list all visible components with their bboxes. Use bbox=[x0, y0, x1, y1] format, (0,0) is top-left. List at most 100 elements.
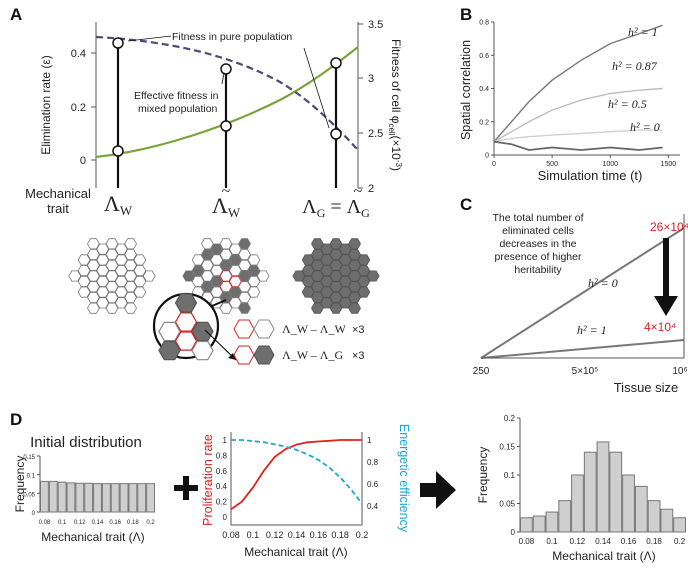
hex-cell bbox=[348, 291, 361, 304]
annotation-pointer bbox=[221, 72, 225, 85]
histogram-bar bbox=[84, 482, 94, 513]
hex-cell bbox=[247, 265, 261, 277]
hex-cell bbox=[301, 254, 315, 266]
hex-cell bbox=[338, 275, 352, 287]
plus-sign bbox=[174, 476, 198, 500]
histogram-bar bbox=[532, 515, 546, 533]
hex-cell bbox=[182, 270, 196, 282]
hex-cell bbox=[228, 265, 242, 277]
hex-cell bbox=[96, 297, 110, 309]
histogram-bar bbox=[673, 517, 687, 533]
hex-cell bbox=[105, 238, 119, 250]
y-tick-label: 0.1 bbox=[504, 471, 516, 480]
hex-cell bbox=[114, 286, 128, 298]
hex-cell bbox=[238, 281, 251, 293]
hex-cell bbox=[366, 270, 380, 282]
y-tick-label: 0 bbox=[32, 511, 36, 517]
zoom-hex-cell bbox=[174, 293, 198, 313]
initial-ticks: 0 0.05 0.1 0.15 0.08 0.1 0.12 0.14 0.16 0.18 0.2 bbox=[23, 455, 155, 526]
hex-cell bbox=[87, 270, 100, 282]
hex-cell bbox=[133, 254, 147, 266]
hex-cell bbox=[311, 270, 324, 282]
hex-cell bbox=[96, 275, 110, 287]
histogram-bar bbox=[647, 500, 661, 533]
energetic-label: Energetic efficiency bbox=[397, 424, 411, 533]
proliferation-label: Proliferation rate bbox=[201, 434, 215, 526]
energetic-line bbox=[231, 439, 363, 505]
hex-cell bbox=[114, 243, 128, 255]
hex-cell bbox=[357, 254, 371, 266]
annotation-pointer bbox=[303, 47, 330, 129]
y-tick-label: 0.15 bbox=[499, 443, 515, 452]
hex-cell bbox=[228, 243, 242, 255]
series-line bbox=[493, 140, 663, 151]
right-tick-label: 2 bbox=[368, 183, 374, 195]
series-label-h05: h² = 0.5 bbox=[608, 97, 647, 111]
right-tick-label: 3.5 bbox=[368, 19, 383, 31]
panel-b-ticks: 0 500 1000 1500 0 0.2 0.4 0.6 0.8 bbox=[479, 20, 676, 169]
zoom-hex-cell bbox=[191, 340, 214, 361]
hex-cell bbox=[311, 259, 324, 271]
hex-cell bbox=[87, 302, 100, 314]
right-tick-label: 0.6 bbox=[367, 480, 379, 489]
panel-b-xlabel: Simulation time (t) bbox=[538, 168, 643, 183]
tilde-mark: ~ bbox=[354, 183, 363, 200]
hex-cell bbox=[301, 275, 315, 287]
hex-cell bbox=[311, 302, 324, 314]
x-axis-label-line1: Mechanical bbox=[25, 186, 91, 201]
legend-hex-red bbox=[233, 345, 255, 365]
hex-lattice-mixed bbox=[182, 238, 270, 314]
panel-b-chart: 0 500 1000 1500 0 0.2 0.4 0.6 0.8 Spatial correl… bbox=[459, 20, 680, 183]
hex-cell bbox=[292, 270, 306, 282]
hex-cell bbox=[124, 302, 137, 314]
series-line bbox=[493, 87, 663, 143]
legend-hex-gray bbox=[253, 345, 275, 365]
hex-cell bbox=[210, 265, 224, 277]
hex-cell bbox=[247, 275, 261, 287]
histogram-bar bbox=[146, 483, 155, 513]
series-label-h087: h² = 0.87 bbox=[612, 59, 658, 73]
histogram-bar bbox=[48, 480, 58, 513]
hex-cell bbox=[320, 297, 334, 309]
hex-cell bbox=[329, 259, 343, 271]
x-tick-label: 0.1 bbox=[546, 537, 558, 546]
histogram-bar bbox=[128, 483, 138, 513]
right-tick-label: 0.4 bbox=[367, 502, 379, 511]
hex-cell bbox=[348, 248, 361, 261]
hex-cell bbox=[238, 248, 251, 261]
hex-cell bbox=[96, 265, 110, 277]
hex-cell bbox=[105, 248, 119, 261]
histogram-bar bbox=[545, 511, 559, 533]
hex-cell bbox=[201, 281, 214, 293]
right-tick-label: 1 bbox=[367, 436, 372, 445]
point-circle bbox=[220, 120, 232, 132]
hex-cell bbox=[357, 265, 371, 277]
hex-cell bbox=[348, 270, 361, 282]
hex-cell bbox=[348, 281, 361, 293]
y-tick-label: 0.05 bbox=[499, 500, 515, 509]
hex-cell bbox=[201, 270, 214, 282]
hex-cell bbox=[201, 238, 214, 250]
series-label-h1: h² = 1 bbox=[628, 25, 658, 39]
point-circle bbox=[112, 37, 124, 49]
legend-count-wg: ×3 bbox=[352, 350, 365, 362]
hex-cell bbox=[348, 238, 361, 250]
annotation-mixed-2: mixed population bbox=[138, 103, 218, 115]
decrease-arrowhead bbox=[654, 296, 678, 316]
x-tick-label: 1500 bbox=[661, 161, 677, 168]
hex-cell bbox=[114, 297, 128, 309]
x-tick-label: 0.18 bbox=[127, 520, 139, 526]
histogram-bar bbox=[75, 482, 85, 513]
panel-c-text-1: The total number of bbox=[492, 212, 583, 224]
middle-xlabel: Mechanical trait (Λ) bbox=[244, 545, 347, 559]
hex-lattice-wild bbox=[68, 238, 156, 314]
legend-row-ww: Λ_W – Λ_W ×3 bbox=[233, 319, 365, 339]
annotation-pure-fitness: Fitness in pure population bbox=[172, 31, 292, 43]
left-tick-label: 0.8 bbox=[216, 451, 228, 460]
hex-cell bbox=[338, 286, 352, 298]
panel-c-x-tick: 250 bbox=[473, 366, 490, 377]
hex-cell bbox=[219, 238, 233, 250]
x-tick-label: 0.1 bbox=[247, 530, 260, 540]
hex-cell bbox=[210, 254, 224, 266]
histogram-bar bbox=[634, 485, 648, 533]
